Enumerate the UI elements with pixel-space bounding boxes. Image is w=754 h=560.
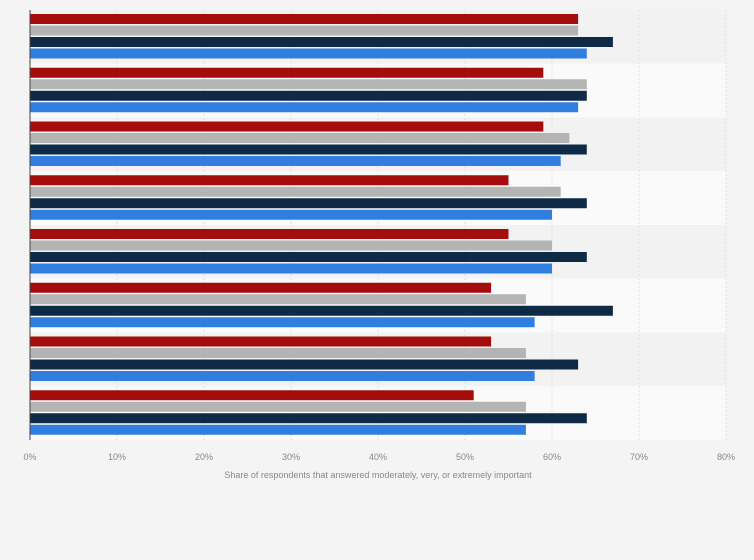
bar [30, 102, 579, 113]
x-tick-label: 0% [23, 452, 36, 462]
x-tick-label: 50% [456, 452, 474, 462]
x-tick-label: 80% [717, 452, 735, 462]
bar [30, 121, 544, 132]
bar [30, 240, 552, 251]
x-tick-label: 10% [108, 452, 126, 462]
bar [30, 144, 587, 155]
bar [30, 229, 509, 239]
bar [30, 371, 535, 381]
bar [30, 79, 587, 90]
bar [30, 401, 526, 412]
bar [30, 305, 613, 316]
bar [30, 209, 552, 220]
bar [30, 175, 509, 186]
bar [30, 133, 570, 143]
x-tick-label: 20% [195, 452, 213, 462]
bar [30, 390, 474, 401]
x-axis-tick-labels: 0% 10% 20% 30% 40% 50% 60% 70% 80% [23, 452, 735, 462]
bar [30, 48, 587, 59]
x-tick-label: 40% [369, 452, 387, 462]
bar [30, 14, 579, 24]
bar [30, 336, 492, 347]
bar [30, 37, 613, 47]
bar [30, 67, 544, 78]
bar [30, 90, 587, 101]
bar [30, 413, 587, 424]
bar [30, 252, 587, 262]
bar [30, 317, 535, 328]
bars [30, 14, 613, 435]
bar [30, 282, 492, 293]
x-tick-label: 60% [543, 452, 561, 462]
bar [30, 294, 526, 305]
x-axis-title: Share of respondents that answered moder… [224, 470, 532, 480]
bar [30, 424, 526, 435]
bar [30, 156, 561, 166]
bar [30, 263, 552, 274]
x-tick-label: 30% [282, 452, 300, 462]
bar [30, 186, 561, 197]
x-tick-label: 70% [630, 452, 648, 462]
bar [30, 359, 579, 370]
bar [30, 25, 579, 36]
bar [30, 198, 587, 209]
bar [30, 348, 526, 358]
